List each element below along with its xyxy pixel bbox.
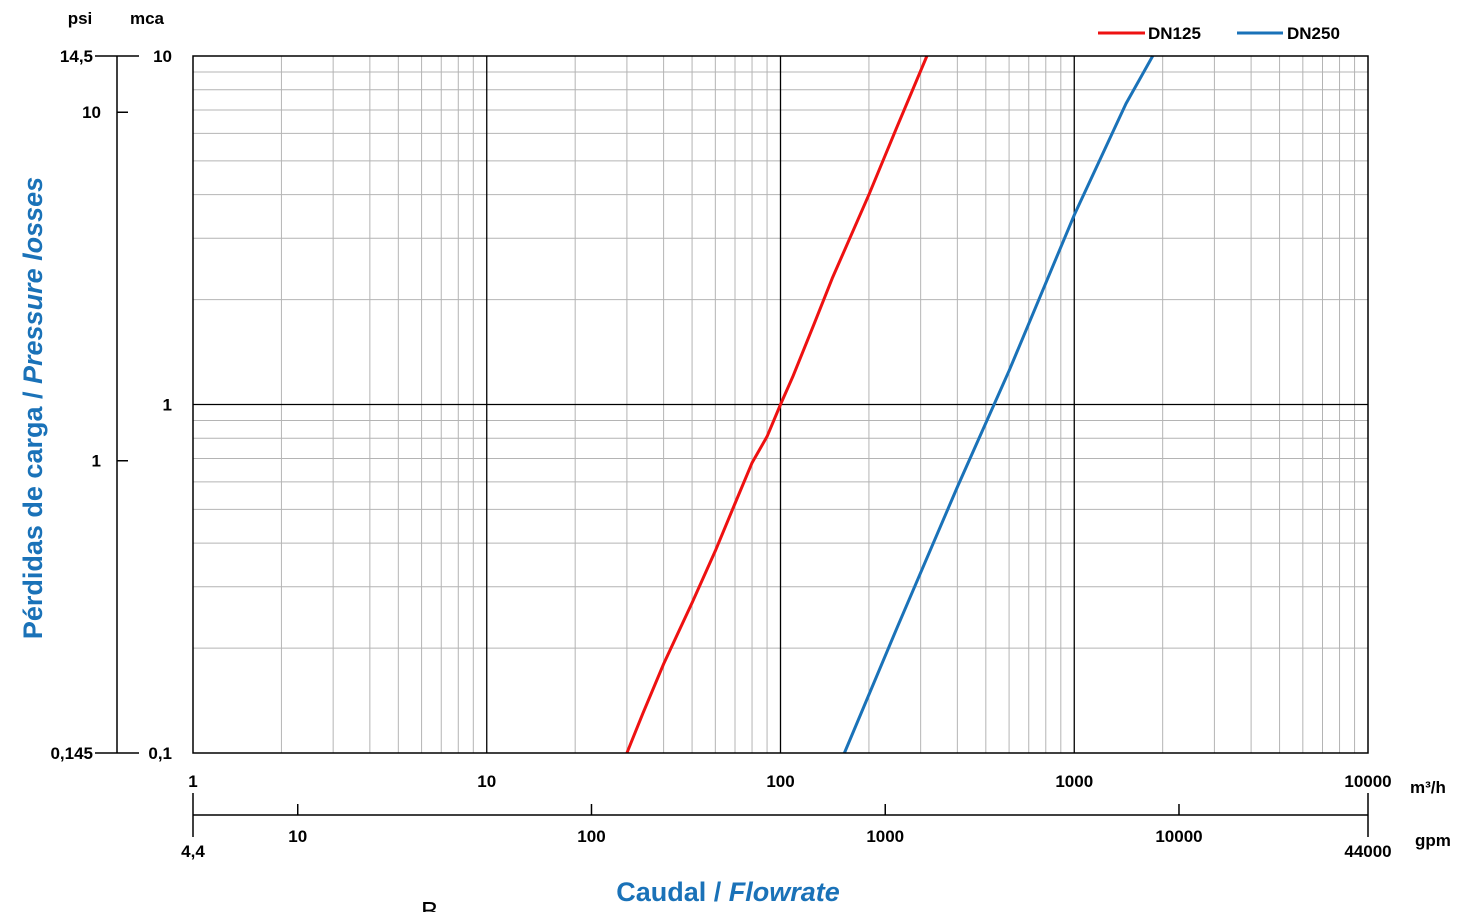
x-axis-title: Caudal / Flowrate bbox=[616, 877, 840, 907]
x-tick-label-secondary: 1000 bbox=[866, 827, 904, 846]
y-unit-primary: mca bbox=[130, 9, 165, 28]
x-tick-label-secondary: 44000 bbox=[1344, 842, 1391, 861]
x-tick-label-secondary: 100 bbox=[577, 827, 605, 846]
x-unit-secondary: gpm bbox=[1415, 831, 1451, 850]
y-tick-label-secondary: 1 bbox=[92, 452, 101, 471]
y-axis-title-en: Pressure losses bbox=[18, 177, 48, 384]
y-axis-title: Pérdidas de carga / Pressure losses bbox=[18, 177, 48, 639]
y-tick-label-secondary: 14,5 bbox=[60, 47, 93, 66]
x-tick-label-secondary: 10 bbox=[288, 827, 307, 846]
x-unit-primary: m³/h bbox=[1410, 778, 1446, 797]
x-tick-label-secondary: 4,4 bbox=[181, 842, 205, 861]
y-tick-label-primary: 1 bbox=[163, 396, 172, 415]
y-tick-label-primary: 0,1 bbox=[148, 744, 172, 763]
x-tick-label-secondary: 10000 bbox=[1155, 827, 1202, 846]
legend: DN125 DN250 bbox=[1098, 24, 1340, 43]
y-tick-label-secondary: 0,145 bbox=[50, 744, 93, 763]
x-axis-title-sep: / bbox=[706, 877, 729, 907]
x-axis-title-en: Flowrate bbox=[729, 877, 840, 907]
x-tick-label-primary: 10 bbox=[477, 772, 496, 791]
axes-layer: 1 10 100 1000 10000 4,4 10 100 1000 10000 44000 0,1… bbox=[50, 47, 1391, 861]
series-line-dn125 bbox=[625, 55, 929, 754]
y-axis-title-sep: / bbox=[18, 384, 48, 407]
y-tick-label-primary: 10 bbox=[153, 47, 172, 66]
x-tick-label-primary: 1000 bbox=[1055, 772, 1093, 791]
legend-label-dn250: DN250 bbox=[1287, 24, 1340, 43]
x-tick-label-primary: 10000 bbox=[1344, 772, 1391, 791]
y-axis-title-es: Pérdidas de carga bbox=[18, 406, 48, 640]
plot-frame bbox=[192, 55, 1369, 754]
x-tick-label-primary: 1 bbox=[188, 772, 197, 791]
y-tick-label-secondary: 10 bbox=[82, 103, 101, 122]
legend-label-dn125: DN125 bbox=[1148, 24, 1201, 43]
series-line-dn250 bbox=[843, 55, 1155, 754]
series-layer bbox=[625, 55, 1155, 754]
x-tick-label-primary: 100 bbox=[766, 772, 794, 791]
stray-letter: B bbox=[421, 896, 438, 912]
x-axis-title-es: Caudal bbox=[616, 877, 706, 907]
y-unit-secondary: psi bbox=[68, 9, 93, 28]
